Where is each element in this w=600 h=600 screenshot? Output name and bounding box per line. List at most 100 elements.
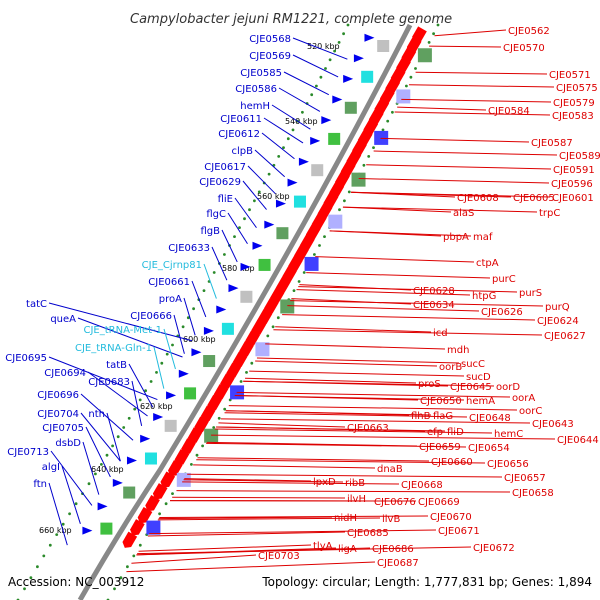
gene-label[interactable]: CJE0663 xyxy=(347,423,389,434)
gene-label[interactable]: sucD xyxy=(466,372,491,383)
gene-label[interactable]: algI xyxy=(42,462,60,473)
gene-label[interactable]: htpG xyxy=(472,291,496,302)
gene-label[interactable]: CJE0654 xyxy=(468,443,510,454)
gene-label[interactable]: ilvH xyxy=(347,494,366,505)
gene-label[interactable]: CJE0583 xyxy=(552,111,594,122)
gene-label[interactable]: CJE0585 xyxy=(240,68,282,79)
gene-label[interactable]: oorA xyxy=(512,393,535,404)
gene-label[interactable]: hemA xyxy=(466,396,495,407)
gene-label[interactable]: CJE0668 xyxy=(401,480,443,491)
gene-label[interactable]: CJE0579 xyxy=(553,98,595,109)
gene-label[interactable]: CJE0589 xyxy=(559,151,600,162)
gene-label[interactable]: CJE0645 xyxy=(450,382,492,393)
gene-label[interactable]: fliD xyxy=(447,427,464,438)
gene-label[interactable]: pbpA xyxy=(443,232,469,243)
gene-label[interactable]: CJE0644 xyxy=(557,435,599,446)
gene-label[interactable]: CJE0694 xyxy=(44,368,86,379)
gene-label[interactable]: ribB xyxy=(345,478,365,489)
gene-label[interactable]: CJE0648 xyxy=(469,413,511,424)
gene-label[interactable]: CJE0570 xyxy=(503,43,545,54)
gene-label[interactable]: nidH xyxy=(334,513,357,524)
gene-label[interactable]: oorC xyxy=(519,406,542,417)
gene-label[interactable]: oorB xyxy=(439,362,462,373)
gene-label[interactable]: purS xyxy=(519,288,542,299)
gene-label[interactable]: CJE0661 xyxy=(148,277,190,288)
gene-label[interactable]: CJE0676 xyxy=(374,497,416,508)
rna-label[interactable]: CJE_Cjrnp81 xyxy=(142,260,202,271)
gene-label[interactable]: hemC xyxy=(494,429,523,440)
gene-label[interactable]: lpxD xyxy=(313,477,336,488)
gene-label[interactable]: CJE0687 xyxy=(377,558,419,569)
gene-label[interactable]: tatC xyxy=(26,299,47,310)
gene-label[interactable]: CJE0686 xyxy=(372,544,414,555)
gene-label[interactable]: fliE xyxy=(218,194,233,205)
gene-label[interactable]: CJE0633 xyxy=(168,243,210,254)
gene-label[interactable]: CJE0591 xyxy=(553,165,595,176)
gene-label[interactable]: CJE0612 xyxy=(218,129,260,140)
gene-label[interactable]: queA xyxy=(50,314,76,325)
gene-label[interactable]: CJE0671 xyxy=(438,526,480,537)
gene-label[interactable]: CJE0704 xyxy=(37,409,79,420)
gene-label[interactable]: CJE0669 xyxy=(418,497,460,508)
gene-label[interactable]: CJE0562 xyxy=(508,26,550,37)
gene-label[interactable]: CJE0656 xyxy=(487,459,529,470)
gene-label[interactable]: nth xyxy=(88,409,105,420)
gene-label[interactable]: CJE0568 xyxy=(249,34,291,45)
gene-label[interactable]: tlyA xyxy=(313,541,333,552)
gene-label[interactable]: proA xyxy=(159,294,182,305)
gene-label[interactable]: CJE0695 xyxy=(5,353,47,364)
gene-label[interactable]: CJE0650 xyxy=(420,396,462,407)
rna-label[interactable]: CJE_tRNA-Gln-1 xyxy=(75,343,152,354)
gene-label[interactable]: dnaB xyxy=(377,464,403,475)
gene-label[interactable]: CJE0584 xyxy=(488,106,530,117)
gene-label[interactable]: CJE0628 xyxy=(413,286,455,297)
gene-label[interactable]: CJE0605 xyxy=(513,193,555,204)
gene-label[interactable]: efp xyxy=(427,427,443,438)
gene-label[interactable]: CJE0569 xyxy=(249,51,291,62)
gene-label[interactable]: flhB xyxy=(411,411,431,422)
gene-label[interactable]: CJE0683 xyxy=(88,377,130,388)
gene-label[interactable]: CJE0571 xyxy=(549,70,591,81)
gene-label[interactable]: alaS xyxy=(453,208,474,219)
gene-label[interactable]: CJE0634 xyxy=(413,300,455,311)
gene-label[interactable]: CJE0672 xyxy=(473,543,515,554)
gene-label[interactable]: proS xyxy=(418,379,441,390)
rna-label[interactable]: CJE_tRNA-Met-1 xyxy=(83,325,162,336)
gene-label[interactable]: flgC xyxy=(206,209,226,220)
gene-label[interactable]: CJE0666 xyxy=(130,311,172,322)
gene-label[interactable]: CJE0696 xyxy=(37,390,79,401)
gene-label[interactable]: CJE0685 xyxy=(347,528,389,539)
gene-label[interactable]: CJE0596 xyxy=(551,179,593,190)
gene-label[interactable]: CJE0713 xyxy=(7,447,49,458)
gene-label[interactable]: oorD xyxy=(496,382,520,393)
gene-label[interactable]: tatB xyxy=(106,360,127,371)
gene-label[interactable]: maf xyxy=(473,232,493,243)
gene-label[interactable]: purC xyxy=(492,274,516,285)
gene-label[interactable]: ftn xyxy=(33,479,47,490)
gene-label[interactable]: CJE0617 xyxy=(204,162,246,173)
gene-label[interactable]: CJE0703 xyxy=(258,551,300,562)
gene-label[interactable]: sucC xyxy=(461,359,485,370)
gene-label[interactable]: CJE0586 xyxy=(235,84,277,95)
gene-label[interactable]: flaG xyxy=(433,411,453,422)
gene-label[interactable]: CJE0608 xyxy=(457,193,499,204)
gene-label[interactable]: CJE0705 xyxy=(42,423,84,434)
gene-label[interactable]: CJE0659 xyxy=(419,442,461,453)
gene-label[interactable]: CJE0643 xyxy=(532,419,574,430)
gene-label[interactable]: icd xyxy=(433,328,448,339)
gene-label[interactable]: mdh xyxy=(447,345,469,356)
gene-label[interactable]: ctpA xyxy=(476,258,499,269)
gene-label[interactable]: purQ xyxy=(545,302,570,313)
gene-label[interactable]: ligA xyxy=(338,544,357,555)
gene-label[interactable]: CJE0660 xyxy=(431,457,473,468)
gene-label[interactable]: CJE0627 xyxy=(544,331,586,342)
gene-label[interactable]: CJE0626 xyxy=(481,307,523,318)
gene-label[interactable]: dsbD xyxy=(55,438,81,449)
gene-label[interactable]: CJE0575 xyxy=(556,83,598,94)
gene-label[interactable]: CJE0611 xyxy=(220,114,262,125)
gene-label[interactable]: CJE0624 xyxy=(537,316,579,327)
gene-label[interactable]: flgB xyxy=(200,226,220,237)
gene-label[interactable]: hemH xyxy=(240,101,270,112)
gene-label[interactable]: CJE0658 xyxy=(512,488,554,499)
gene-label[interactable]: CJE0601 xyxy=(552,193,594,204)
